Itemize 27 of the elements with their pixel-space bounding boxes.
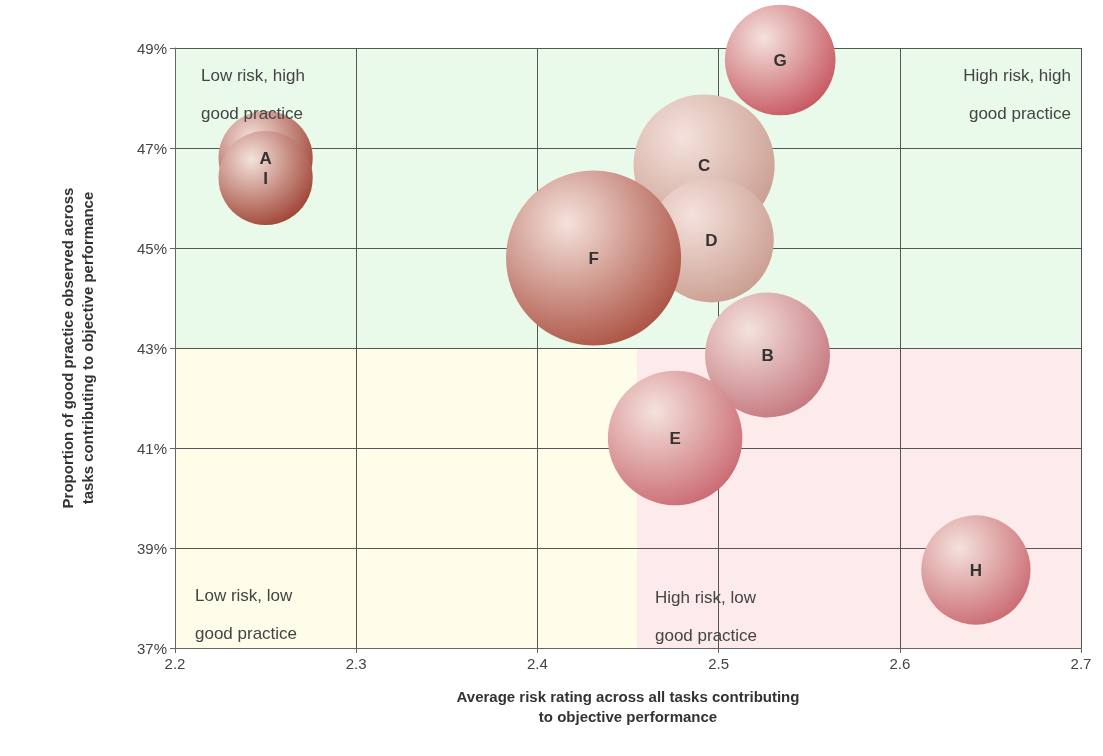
y-tick-label: 41% bbox=[136, 439, 167, 457]
y-tick-label: 43% bbox=[136, 339, 167, 357]
annotation: Low risk, low good practice bbox=[195, 585, 298, 643]
y-tick-label: 47% bbox=[136, 139, 167, 157]
annotation: G bbox=[773, 50, 787, 70]
y-tick-label: 37% bbox=[136, 639, 167, 657]
x-axis-title: Average risk rating across all tasks contributing to objective performance bbox=[456, 687, 800, 725]
x-tick-label: 2.6 bbox=[889, 655, 911, 672]
annotation: H bbox=[969, 560, 983, 580]
x-tick-label: 2.2 bbox=[164, 655, 186, 672]
annotation: Low risk, high good practice bbox=[201, 65, 305, 123]
x-tick-label: 2.5 bbox=[708, 655, 730, 672]
annotation: A bbox=[259, 148, 272, 168]
annotation: High risk, high good practice bbox=[963, 65, 1071, 123]
annotation: E bbox=[669, 428, 681, 448]
y-tick-label: 49% bbox=[136, 39, 167, 57]
annotation: F bbox=[588, 248, 599, 268]
x-tick-label: 2.4 bbox=[526, 655, 548, 672]
annotation: D bbox=[705, 230, 718, 250]
annotation: I bbox=[263, 168, 268, 188]
y-tick-label: 39% bbox=[136, 539, 167, 557]
y-axis-title: Proportion of good practice observed across tasks contributing to objective performance bbox=[58, 187, 96, 509]
x-tick-label: 2.3 bbox=[345, 655, 367, 672]
x-tick-label: 2.7 bbox=[1070, 655, 1092, 672]
y-tick-label: 45% bbox=[136, 239, 167, 257]
annotation: B bbox=[761, 345, 774, 365]
annotation: C bbox=[697, 155, 711, 175]
